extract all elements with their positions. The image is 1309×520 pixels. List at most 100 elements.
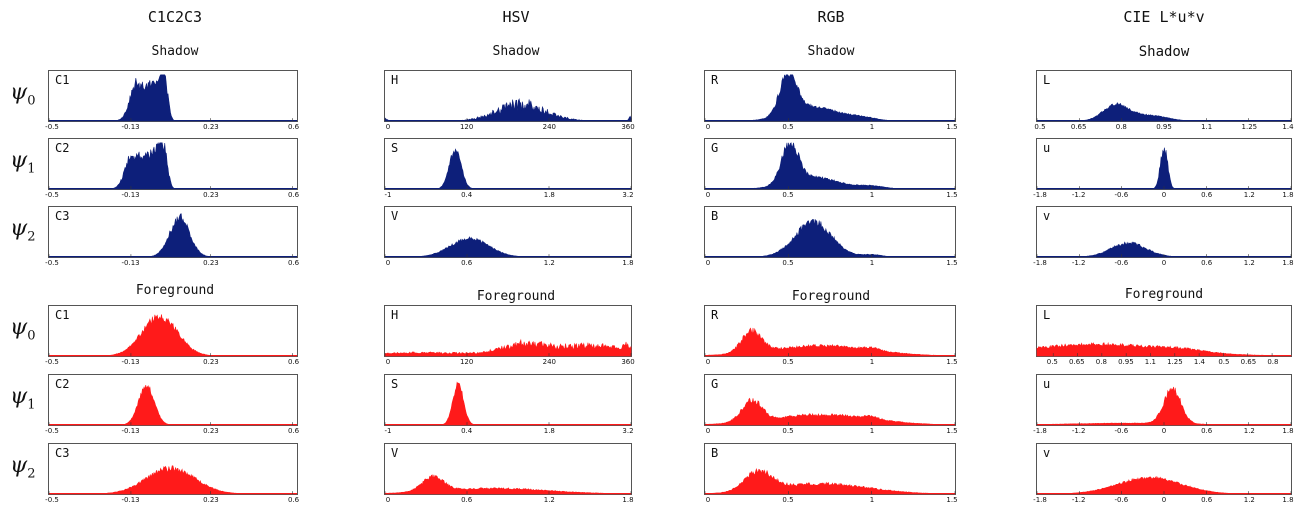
histogram-area (1036, 386, 1292, 426)
channel-label: v (1043, 209, 1051, 223)
histogram-area (704, 327, 956, 357)
histogram-panel: B (704, 443, 956, 495)
x-tick-label: -0.6 (1114, 259, 1129, 267)
channel-label: R (711, 73, 719, 87)
histogram-area (384, 338, 632, 357)
x-tick-label: 0 (385, 123, 391, 131)
psi-symbol: ψ (10, 148, 28, 173)
row-label-psi: ψ1 (10, 384, 36, 412)
x-tick-label: 0 (1161, 191, 1167, 199)
channel-label: B (711, 209, 719, 223)
x-tick-label: 0.5 (1218, 358, 1230, 366)
histogram-panel: R (704, 70, 956, 122)
x-tick-label: 0.5 (782, 259, 794, 267)
histogram-area (49, 74, 297, 122)
x-tick-label: 0.6 (461, 496, 473, 504)
x-tick-label: 0.6 (287, 123, 300, 131)
channel-label: L (1043, 73, 1051, 87)
x-tick-label: 0.6 (287, 191, 300, 199)
channel-label: C1 (55, 308, 70, 322)
histogram-area (49, 465, 297, 495)
histogram-panel: C1 (48, 305, 298, 357)
x-tick-label: 1.2 (1243, 191, 1255, 199)
histogram-svg (384, 98, 632, 122)
x-tick-label: 0 (385, 259, 391, 267)
x-tick-label: 1 (869, 259, 875, 267)
x-tick-label: -1.2 (1071, 191, 1086, 199)
x-tick-label: 1.2 (543, 496, 555, 504)
x-tick-label: 0.23 (203, 259, 219, 267)
x-tick-label: 1.8 (1282, 191, 1294, 199)
histogram-panel: C2 (48, 374, 298, 426)
histogram-area (49, 142, 297, 190)
x-tick-label: 0.5 (782, 427, 794, 435)
x-tick-label: 0.23 (203, 427, 219, 435)
x-tick-label: 1 (869, 191, 875, 199)
x-tick-label: 0.5 (782, 496, 794, 504)
x-tick-label: 0.6 (1201, 496, 1213, 504)
row-label-psi: ψ0 (10, 80, 36, 108)
x-tick-label: 1.2 (1243, 259, 1255, 267)
x-tick-label: 1.8 (1282, 259, 1294, 267)
histogram-svg (384, 474, 632, 495)
x-tick-label: 0.6 (287, 358, 300, 366)
channel-label: R (711, 308, 719, 322)
histogram-panel: H (384, 305, 632, 357)
x-tick-label: 0 (705, 123, 711, 131)
x-tick-label: 1.4 (1282, 123, 1294, 131)
column-title: RGB (817, 8, 845, 26)
x-tick-label: -1.2 (1071, 259, 1086, 267)
histogram-svg (48, 142, 297, 190)
x-tick-label: 0.6 (287, 427, 300, 435)
histogram-area (705, 219, 955, 258)
x-tick-label: 0 (705, 191, 711, 199)
x-tick-label: 0 (1161, 427, 1167, 435)
histogram-svg (384, 148, 632, 190)
histogram-svg (1036, 102, 1292, 122)
x-tick-label: 1.1 (1144, 358, 1156, 366)
x-tick-label: -0.5 (45, 191, 59, 199)
x-tick-label: -1.8 (1033, 259, 1047, 267)
histogram-panel: u (1036, 138, 1292, 190)
x-tick-label: 1.4 (1193, 358, 1205, 366)
x-tick-label: 1.5 (946, 496, 958, 504)
x-tick-label: 0.23 (203, 358, 219, 366)
row-label-psi: ψ0 (10, 315, 36, 343)
x-tick-label: 0.65 (1070, 123, 1087, 131)
x-tick-label: 1.25 (1167, 358, 1183, 366)
x-tick-label: -1.2 (1071, 427, 1086, 435)
channel-label: V (391, 209, 399, 223)
x-tick-label: 3.2 (622, 191, 634, 199)
histogram-area (49, 213, 297, 258)
histogram-area (385, 381, 631, 426)
x-tick-label: 1 (869, 496, 875, 504)
x-tick-label: 0 (705, 259, 711, 267)
x-tick-label: 0.95 (1156, 123, 1172, 131)
channel-label: V (391, 446, 399, 460)
histogram-area (385, 148, 631, 190)
histogram-panel: L (1036, 305, 1292, 357)
histogram-area (1037, 147, 1291, 190)
x-tick-label: 0.8 (1095, 358, 1107, 366)
x-tick-label: 0.6 (287, 496, 300, 504)
x-tick-label: 1.8 (1282, 496, 1294, 504)
x-tick-label: 0 (1161, 259, 1167, 267)
histogram-panel: G (704, 374, 956, 426)
x-tick-label: 0.4 (461, 427, 473, 435)
section-title-foreground: Foreground (791, 289, 871, 304)
histogram-svg (48, 213, 297, 258)
histogram-svg (384, 338, 632, 357)
histogram-svg (48, 74, 297, 122)
channel-label: C1 (55, 73, 70, 87)
x-tick-label: 0.5 (1046, 358, 1058, 366)
channel-label: C2 (55, 377, 70, 391)
histogram-panel: v (1036, 443, 1292, 495)
channel-label: u (1043, 141, 1051, 155)
histogram-area (704, 397, 956, 426)
x-tick-label: -0.13 (121, 496, 140, 504)
histogram-area (49, 384, 297, 426)
x-tick-label: 0.5 (1034, 123, 1046, 131)
x-tick-label: -0.5 (45, 358, 59, 366)
x-tick-label: -0.5 (45, 259, 59, 267)
histogram-area (705, 142, 955, 190)
